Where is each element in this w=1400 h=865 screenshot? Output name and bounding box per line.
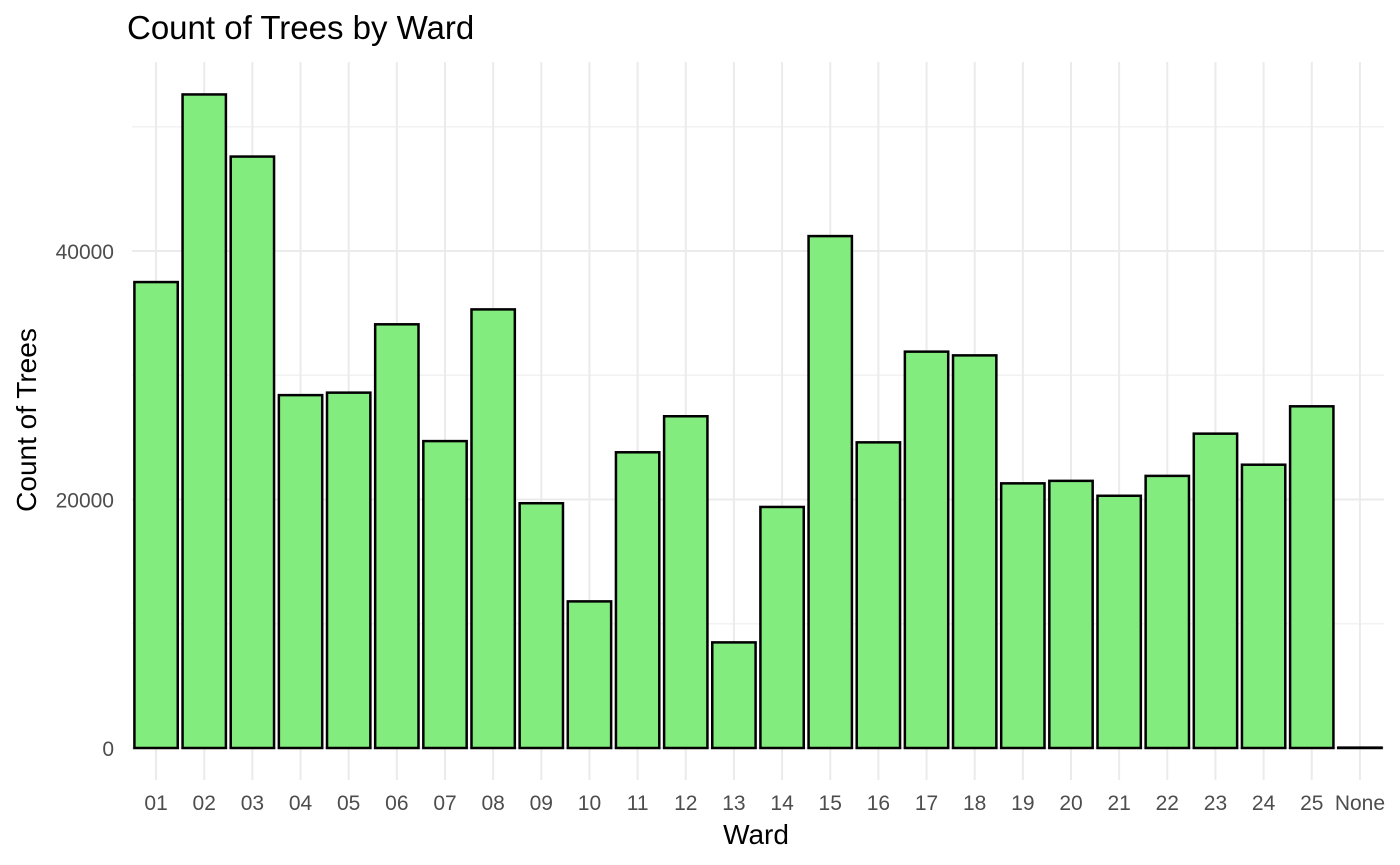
bar-ward-04 [277, 393, 324, 750]
bar-ward-13 [711, 641, 757, 750]
bars [133, 93, 1383, 750]
x-axis-label: Ward [723, 819, 789, 850]
x-tick-label: 13 [722, 792, 745, 815]
x-tick-label: 20 [1059, 792, 1082, 815]
x-tick-label: 06 [385, 792, 408, 815]
bar-ward-01 [133, 280, 179, 750]
y-tick-label: 40000 [56, 241, 114, 264]
bar-ward-23 [1192, 432, 1239, 750]
bar-ward-09 [518, 501, 565, 750]
bar-ward-02 [181, 93, 228, 750]
x-tick-label: 22 [1156, 792, 1179, 815]
x-tick-label: 16 [867, 792, 890, 815]
bar-ward-16 [855, 441, 902, 750]
x-tick-label: 01 [144, 792, 167, 815]
bar-ward-24 [1240, 463, 1287, 750]
bar-ward-17 [903, 350, 950, 750]
x-tick-label: 24 [1252, 792, 1276, 815]
x-tick-label: 02 [193, 792, 216, 815]
x-tick-label: 18 [963, 792, 986, 815]
y-axis-ticks: 0 20000 40000 [56, 241, 114, 761]
bar-ward-11 [614, 451, 661, 750]
y-axis-label: Count of Trees [11, 328, 42, 512]
bar-ward-22 [1144, 474, 1191, 750]
x-tick-label: 10 [578, 792, 601, 815]
chart-title: Count of Trees by Ward [127, 9, 474, 46]
x-tick-label: 09 [530, 792, 553, 815]
bar-ward-15 [807, 234, 854, 750]
y-tick-label: 20000 [56, 490, 114, 513]
bar-ward-21 [1096, 494, 1143, 750]
bar-ward-19 [999, 482, 1046, 750]
bar-ward-12 [662, 415, 709, 750]
bar-ward-14 [759, 505, 805, 750]
bar-ward-10 [566, 600, 613, 750]
x-tick-label: 15 [819, 792, 842, 815]
x-tick-label: 23 [1204, 792, 1227, 815]
bar-ward-03 [229, 155, 276, 750]
x-tick-label: 19 [1011, 792, 1034, 815]
x-tick-label: 07 [433, 792, 456, 815]
x-tick-label: 25 [1300, 792, 1323, 815]
bar-ward-20 [1048, 479, 1094, 750]
bar-ward-06 [373, 323, 420, 750]
x-tick-label: None [1335, 792, 1385, 815]
bar-ward-05 [325, 391, 372, 750]
x-tick-label: 03 [241, 792, 264, 815]
x-tick-label: 04 [289, 792, 313, 815]
x-tick-label: 21 [1107, 792, 1130, 815]
bar-ward-08 [470, 308, 517, 750]
y-tick-label: 0 [102, 738, 114, 761]
x-tick-label: 08 [481, 792, 504, 815]
bar-ward-25 [1288, 405, 1335, 750]
x-tick-label: 11 [627, 792, 649, 815]
x-axis-ticks: 01 02 03 04 05 06 07 08 09 10 11 12 13 14 15 16 17 18 19 20… [144, 792, 1385, 815]
bar-ward-07 [422, 439, 468, 750]
x-tick-label: 14 [770, 792, 794, 815]
x-tick-label: 12 [674, 792, 697, 815]
x-tick-label: 05 [337, 792, 360, 815]
x-tick-label: 17 [915, 792, 938, 815]
bar-ward-18 [951, 354, 998, 750]
